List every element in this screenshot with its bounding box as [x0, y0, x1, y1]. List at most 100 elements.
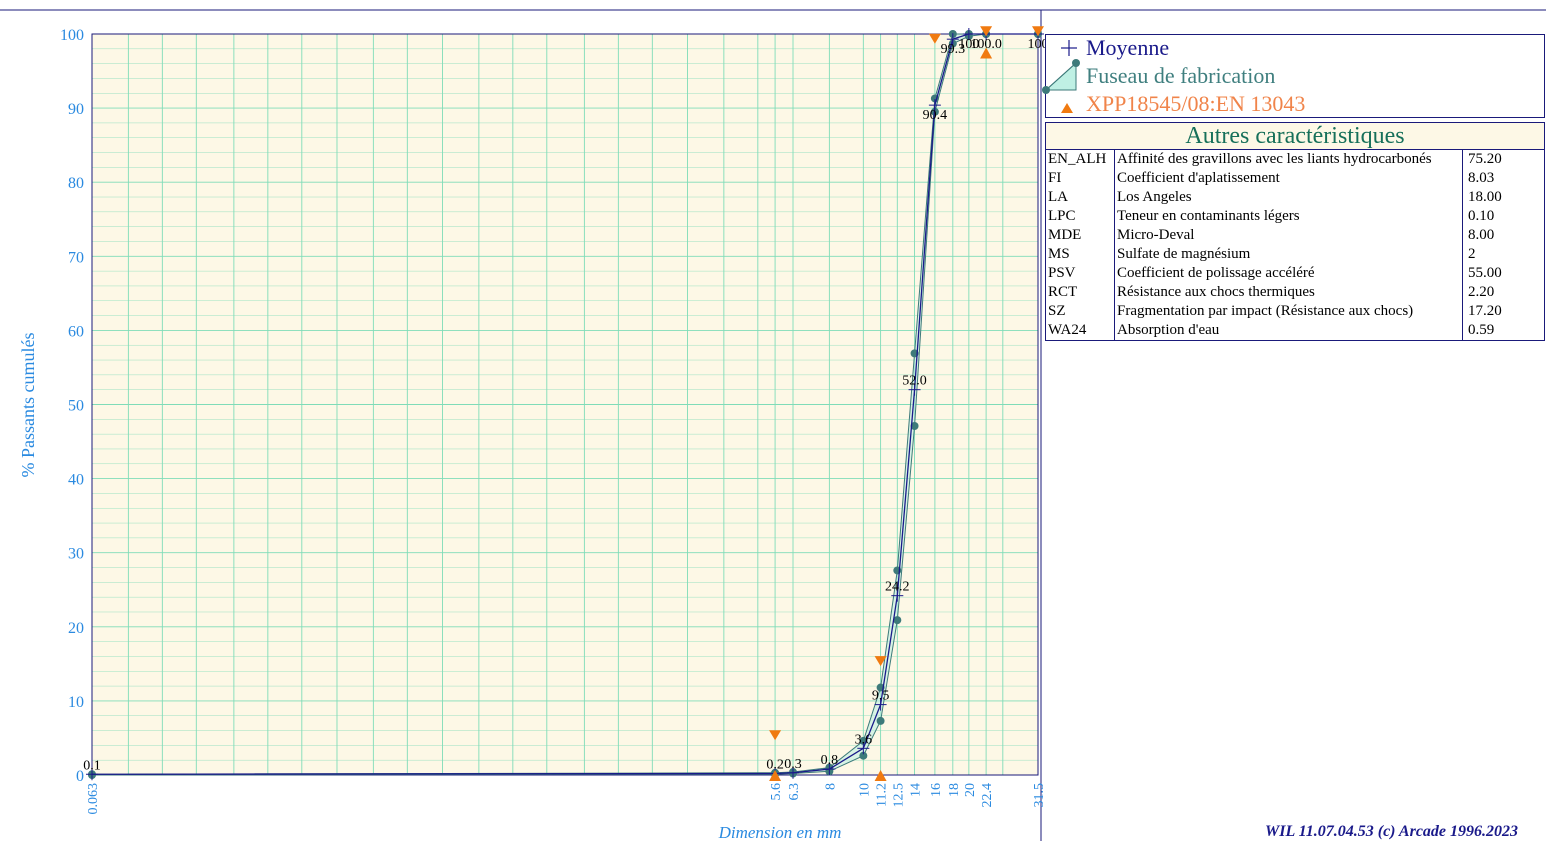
y-tick-label: 60	[68, 323, 84, 340]
property-code: PSV	[1046, 264, 1115, 283]
x-tick-label: 18	[947, 783, 962, 797]
x-tick-label: 6.3	[787, 783, 802, 801]
x-tick-label: 5.6	[769, 783, 784, 801]
grid	[92, 33, 1039, 776]
band-swatch-icon	[1042, 59, 1080, 94]
y-tick-label: 0	[76, 768, 84, 785]
data-label: 0.1	[83, 758, 101, 773]
x-axis-title: Dimension en mm	[718, 823, 842, 841]
band-lower-point	[893, 616, 902, 625]
table-row: LPC Teneur en contaminants légers 0.10	[1046, 207, 1544, 226]
table-title: Autres caractéristiques	[1046, 123, 1544, 150]
y-tick-label: 100	[60, 27, 84, 44]
table-row: RCT Résistance aux chocs thermiques 2.20	[1046, 283, 1544, 302]
property-value: 8.00	[1462, 226, 1544, 245]
table-row: LA Los Angeles 18.00	[1046, 188, 1544, 207]
x-tick-label: 11.2	[875, 783, 890, 807]
property-code: MDE	[1046, 226, 1115, 245]
spec-lower-marker	[874, 770, 887, 781]
table-row: PSV Coefficient de polissage accéléré 55.0…	[1046, 264, 1544, 283]
data-label: 100	[1028, 37, 1049, 52]
cross-icon	[1061, 40, 1077, 56]
plot-frame	[91, 33, 1039, 776]
property-value: 17.20	[1462, 302, 1544, 321]
property-value: 2	[1462, 245, 1544, 264]
x-tick-label: 31.5	[1032, 783, 1047, 808]
spec-upper-marker	[769, 730, 782, 741]
table-row: FI Coefficient d'aplatissement 8.03	[1046, 169, 1544, 188]
property-value: 75.20	[1462, 150, 1544, 169]
table-row: WA24 Absorption d'eau 0.59	[1046, 321, 1544, 340]
x-tick-label: 8	[823, 783, 838, 790]
table-row: MS Sulfate de magnésium 2	[1046, 245, 1544, 264]
x-tick-label: 12.5	[891, 783, 906, 808]
version-footer: WIL 11.07.04.53 (c) Arcade 1996.2023	[1265, 823, 1519, 840]
legend-item-mean: Moyenne	[1086, 35, 1170, 60]
property-name: Sulfate de magnésium	[1117, 246, 1251, 262]
property-code: LA	[1046, 188, 1115, 207]
data-label: 100.0	[970, 37, 1002, 52]
property-code: LPC	[1046, 207, 1115, 226]
data-label: 24.2	[885, 580, 910, 595]
data-label: 9.5	[872, 689, 890, 704]
property-name: Affinité des gravillons avec les liants …	[1117, 151, 1432, 167]
property-name: Micro-Deval	[1117, 227, 1195, 243]
y-tick-label: 10	[68, 694, 84, 711]
x-tick-label: 10	[857, 783, 872, 797]
x-tick-label: 16	[929, 783, 944, 797]
y-tick-label: 70	[68, 249, 84, 266]
property-value: 55.00	[1462, 264, 1544, 283]
data-label: 52.0	[902, 374, 927, 389]
y-tick-label: 40	[68, 472, 84, 489]
property-code: MS	[1046, 245, 1115, 264]
property-code: FI	[1046, 169, 1115, 188]
property-name: Fragmentation par impact (Résistance aux…	[1117, 303, 1414, 319]
data-label: 0.2	[766, 758, 784, 773]
data-label: 99.3	[941, 42, 966, 57]
spec-lower-marker	[980, 47, 993, 59]
y-tick-label: 50	[68, 398, 84, 415]
band-lower-point	[910, 421, 919, 430]
y-tick-label: 30	[68, 546, 84, 563]
property-name: Los Angeles	[1117, 189, 1192, 205]
y-tick-label: 20	[68, 620, 84, 637]
spec-lower-marker	[769, 770, 782, 781]
property-name: Teneur en contaminants légers	[1117, 208, 1300, 224]
spec-upper-marker	[980, 26, 993, 37]
data-label: 100	[958, 37, 979, 52]
x-tick-label: 22.4	[980, 783, 995, 808]
band-lower-point	[876, 716, 885, 725]
x-tick-label: 14	[909, 783, 924, 797]
x-tick-label: 20	[963, 783, 978, 797]
property-name: Absorption d'eau	[1117, 322, 1220, 338]
property-name: Coefficient de polissage accéléré	[1117, 265, 1315, 281]
property-name: Résistance aux chocs thermiques	[1117, 284, 1315, 300]
legend-item-band: Fuseau de fabrication	[1086, 63, 1276, 88]
table-row: SZ Fragmentation par impact (Résistance a…	[1046, 302, 1544, 321]
spec-upper-marker	[928, 33, 941, 44]
table-row: EN_ALH Affinité des gravillons avec les l…	[1046, 150, 1544, 169]
property-value: 0.59	[1462, 321, 1544, 340]
y-tick-label: 90	[68, 101, 84, 118]
property-value: 18.00	[1462, 188, 1544, 207]
data-label: 0.3	[784, 757, 802, 772]
spec-limits	[769, 26, 1044, 781]
property-value: 8.03	[1462, 169, 1544, 188]
table-row: MDE Micro-Deval 8.00	[1046, 226, 1544, 245]
y-tick-label: 80	[68, 175, 84, 192]
property-code: RCT	[1046, 283, 1115, 302]
legend-item-spec: XPP18545/08:EN 13043	[1086, 91, 1306, 116]
x-tick-label: 0.063	[86, 783, 101, 815]
property-code: EN_ALH	[1046, 150, 1115, 169]
property-code: WA24	[1046, 321, 1115, 340]
property-value: 0.10	[1462, 207, 1544, 226]
characteristics-grid: EN_ALH Affinité des gravillons avec les l…	[1046, 150, 1544, 340]
triangle-up-icon	[1061, 103, 1073, 113]
data-label: 0.8	[821, 753, 839, 768]
band-lower-point	[859, 751, 868, 760]
data-label: 90.4	[923, 108, 948, 123]
data-label: 3.6	[855, 732, 873, 747]
data-labels: 0.1 0.2 0.3 0.83.69.524.252.090.499.3100100…	[83, 37, 1048, 773]
